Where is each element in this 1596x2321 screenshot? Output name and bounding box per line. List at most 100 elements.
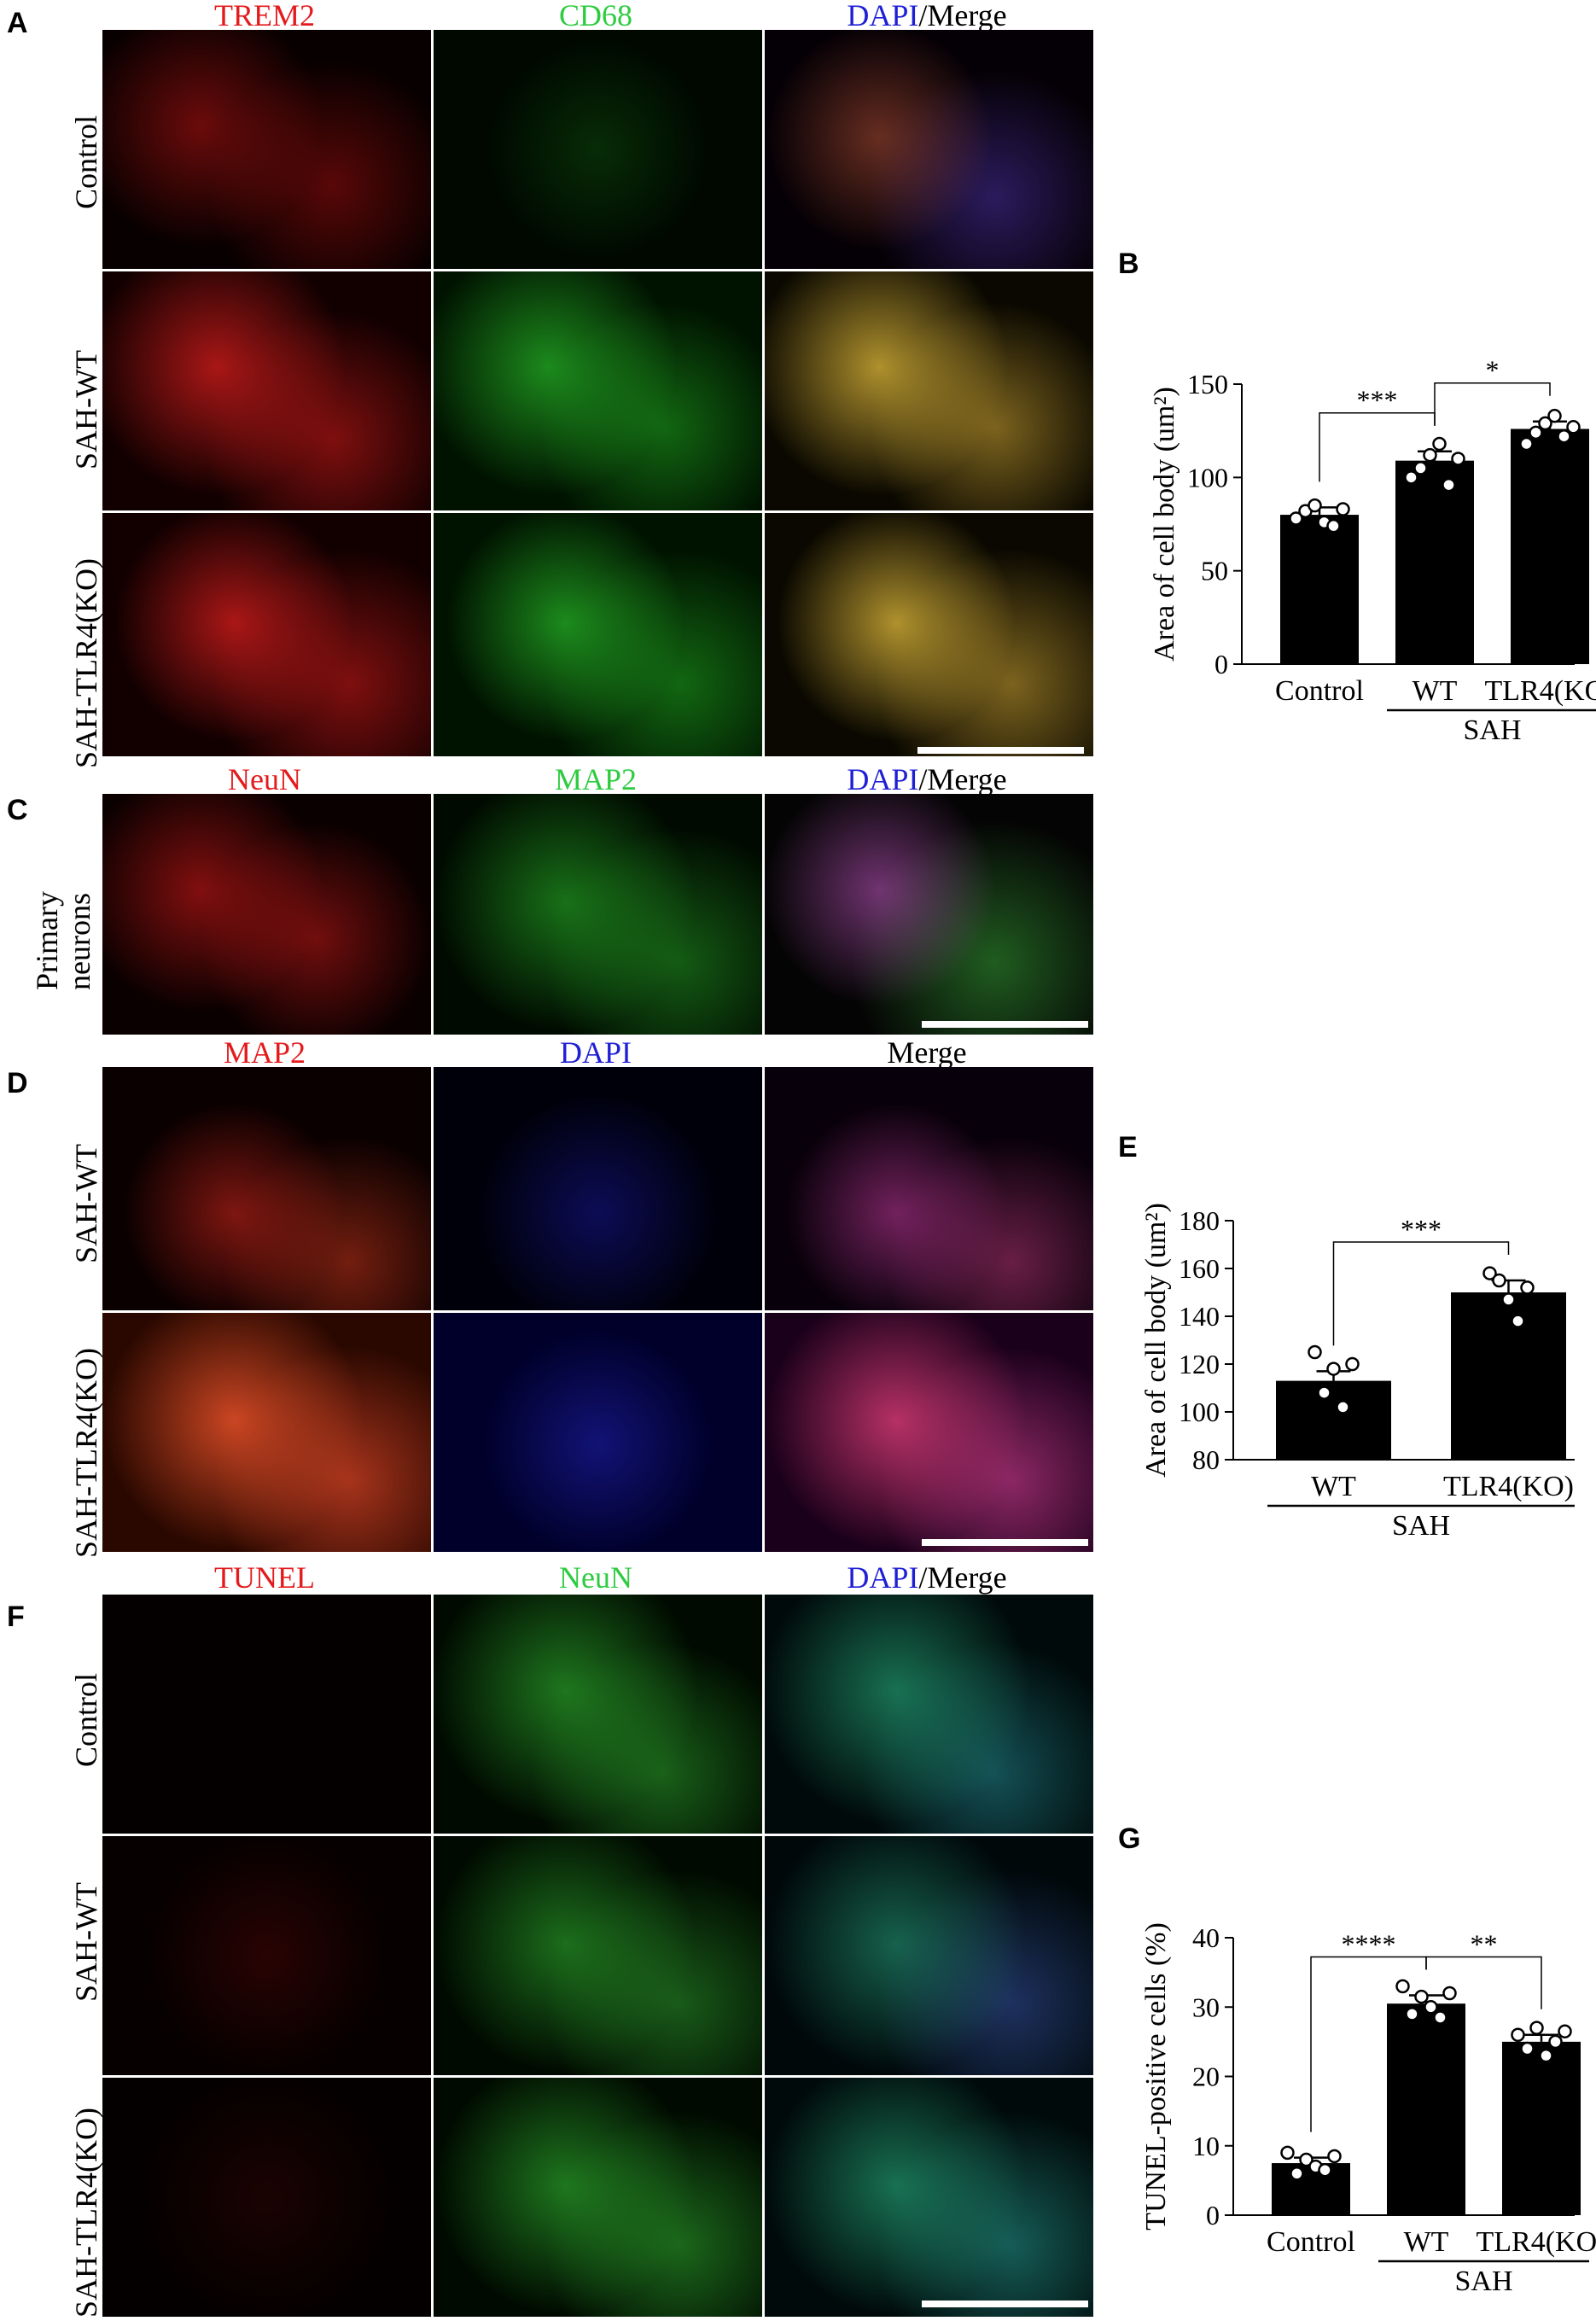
micrograph-c-map2 bbox=[434, 794, 762, 1035]
category-label: Control bbox=[1275, 675, 1364, 707]
data-point bbox=[1451, 452, 1465, 466]
y-tick-label: 150 bbox=[1187, 369, 1228, 399]
panel-f-row-label: Control bbox=[69, 1672, 103, 1767]
y-tick-label: 40 bbox=[1192, 1922, 1220, 1953]
category-label: TLR4(KO) bbox=[1485, 675, 1596, 707]
column-label-part: TUNEL bbox=[214, 1560, 315, 1595]
data-point bbox=[1345, 1356, 1360, 1372]
chart-g: 0 10 20 30 40 TUNEL-positive cells (%) Control… bbox=[1140, 1922, 1596, 2297]
significance-label: **** bbox=[1342, 1928, 1396, 1959]
category-label: WT bbox=[1311, 1471, 1356, 1502]
panel-letter-a: A bbox=[7, 7, 28, 39]
bar bbox=[1387, 2003, 1465, 2215]
y-tick-label: 180 bbox=[1179, 1205, 1220, 1236]
data-point bbox=[1511, 2027, 1525, 2042]
micrograph-d-sahko-map2 bbox=[102, 1313, 431, 1552]
micrograph-f-sahwt-neun bbox=[434, 1836, 762, 2075]
micrograph-a-sahko-trem2 bbox=[102, 513, 431, 756]
data-point bbox=[1529, 2021, 1544, 2035]
y-tick-label: 0 bbox=[1214, 649, 1228, 679]
panel-a-column-label: TREM2 bbox=[102, 0, 427, 31]
micrograph-f-control-merge bbox=[765, 1595, 1093, 1834]
micrograph-f-sahko-merge bbox=[765, 2078, 1093, 2317]
panel-d-row-label: SAH-WT bbox=[69, 1144, 103, 1263]
column-label-part: NeuN bbox=[228, 762, 301, 796]
y-axis-label: TUNEL-positive cells (%) bbox=[1140, 1922, 1172, 2231]
column-label-part: DAPI bbox=[847, 0, 919, 32]
panel-f-column-label: NeuN bbox=[434, 1562, 758, 1593]
column-label-part: DAPI bbox=[847, 762, 919, 796]
micrograph-c-merge bbox=[765, 794, 1093, 1035]
micrograph-f-sahko-tunel bbox=[102, 2078, 431, 2317]
scale-bar bbox=[922, 1539, 1088, 1546]
panel-f-row-label: SAH-WT bbox=[69, 1882, 103, 2002]
micrograph-d-sahwt-dapi bbox=[434, 1067, 762, 1310]
bar bbox=[1451, 1292, 1566, 1460]
micrograph-a-control-cd68 bbox=[434, 30, 762, 269]
panel-a-row-label: Control bbox=[69, 114, 103, 209]
data-point bbox=[1336, 1400, 1350, 1414]
data-point bbox=[1547, 408, 1562, 423]
data-point bbox=[1538, 416, 1552, 431]
y-tick-label: 50 bbox=[1201, 556, 1228, 586]
panel-d-column-label: DAPI bbox=[434, 1037, 758, 1068]
data-point bbox=[1414, 1989, 1429, 2004]
data-point bbox=[1520, 1280, 1535, 1295]
panel-a-row-label: SAH-TLR4(KO) bbox=[69, 558, 103, 768]
data-point bbox=[1317, 1385, 1331, 1400]
scale-bar bbox=[922, 2301, 1088, 2307]
micrograph-a-sahko-merge bbox=[765, 513, 1093, 756]
category-label: WT bbox=[1404, 2226, 1449, 2258]
category-label: Control bbox=[1267, 2226, 1355, 2258]
group-label: SAH bbox=[1454, 2266, 1512, 2297]
panel-c-row-label-line: neurons bbox=[62, 893, 96, 990]
data-point bbox=[1404, 470, 1418, 485]
data-point bbox=[1442, 1986, 1457, 2001]
y-tick-label: 10 bbox=[1192, 2131, 1220, 2161]
micrograph-f-sahwt-tunel bbox=[102, 1836, 431, 2075]
data-point bbox=[1308, 1344, 1322, 1360]
category-label: TLR4(KO) bbox=[1443, 1471, 1574, 1502]
column-label-part: MAP2 bbox=[554, 762, 638, 796]
data-point bbox=[1566, 420, 1581, 434]
data-point bbox=[1520, 2041, 1535, 2056]
panel-letter-e: E bbox=[1118, 1131, 1138, 1163]
y-tick-label: 160 bbox=[1179, 1253, 1220, 1284]
panel-a-row-label: SAH-WT bbox=[69, 350, 103, 469]
y-axis-label: Area of cell body (um²) bbox=[1149, 387, 1180, 662]
data-point bbox=[1327, 2149, 1342, 2164]
significance-label: *** bbox=[1401, 1214, 1442, 1245]
data-point bbox=[1529, 425, 1543, 440]
data-point bbox=[1413, 461, 1428, 475]
significance-label: * bbox=[1486, 355, 1500, 386]
micrograph-a-sahwt-cd68 bbox=[434, 271, 762, 510]
panel-c-column-label: MAP2 bbox=[434, 764, 758, 795]
data-point bbox=[1511, 1314, 1525, 1328]
data-point bbox=[1432, 436, 1447, 452]
column-label-part: CD68 bbox=[558, 0, 632, 32]
micrograph-d-sahko-merge bbox=[765, 1313, 1093, 1552]
bar bbox=[1395, 460, 1474, 664]
group-label: SAH bbox=[1463, 714, 1521, 746]
data-point bbox=[1318, 2162, 1332, 2178]
micrograph-f-sahko-neun bbox=[434, 2078, 762, 2317]
y-tick-label: 100 bbox=[1187, 462, 1228, 493]
data-point bbox=[1539, 2048, 1553, 2063]
data-point bbox=[1326, 518, 1341, 534]
y-axis-label: Area of cell body (um²) bbox=[1140, 1203, 1172, 1478]
data-point bbox=[1482, 1266, 1497, 1280]
panel-letter-b: B bbox=[1118, 248, 1139, 280]
data-point bbox=[1289, 511, 1303, 526]
column-label-part: /Merge bbox=[918, 0, 1007, 32]
data-point bbox=[1501, 1292, 1516, 1307]
panel-d-column-label: MAP2 bbox=[102, 1037, 427, 1068]
panel-letter-f: F bbox=[7, 1601, 25, 1633]
data-point bbox=[1548, 2034, 1563, 2050]
data-point bbox=[1433, 2010, 1447, 2025]
y-tick-label: 120 bbox=[1179, 1349, 1220, 1379]
column-label-part: MAP2 bbox=[223, 1035, 306, 1070]
data-point bbox=[1558, 2024, 1572, 2038]
data-point bbox=[1336, 502, 1350, 516]
data-point bbox=[1308, 498, 1322, 513]
